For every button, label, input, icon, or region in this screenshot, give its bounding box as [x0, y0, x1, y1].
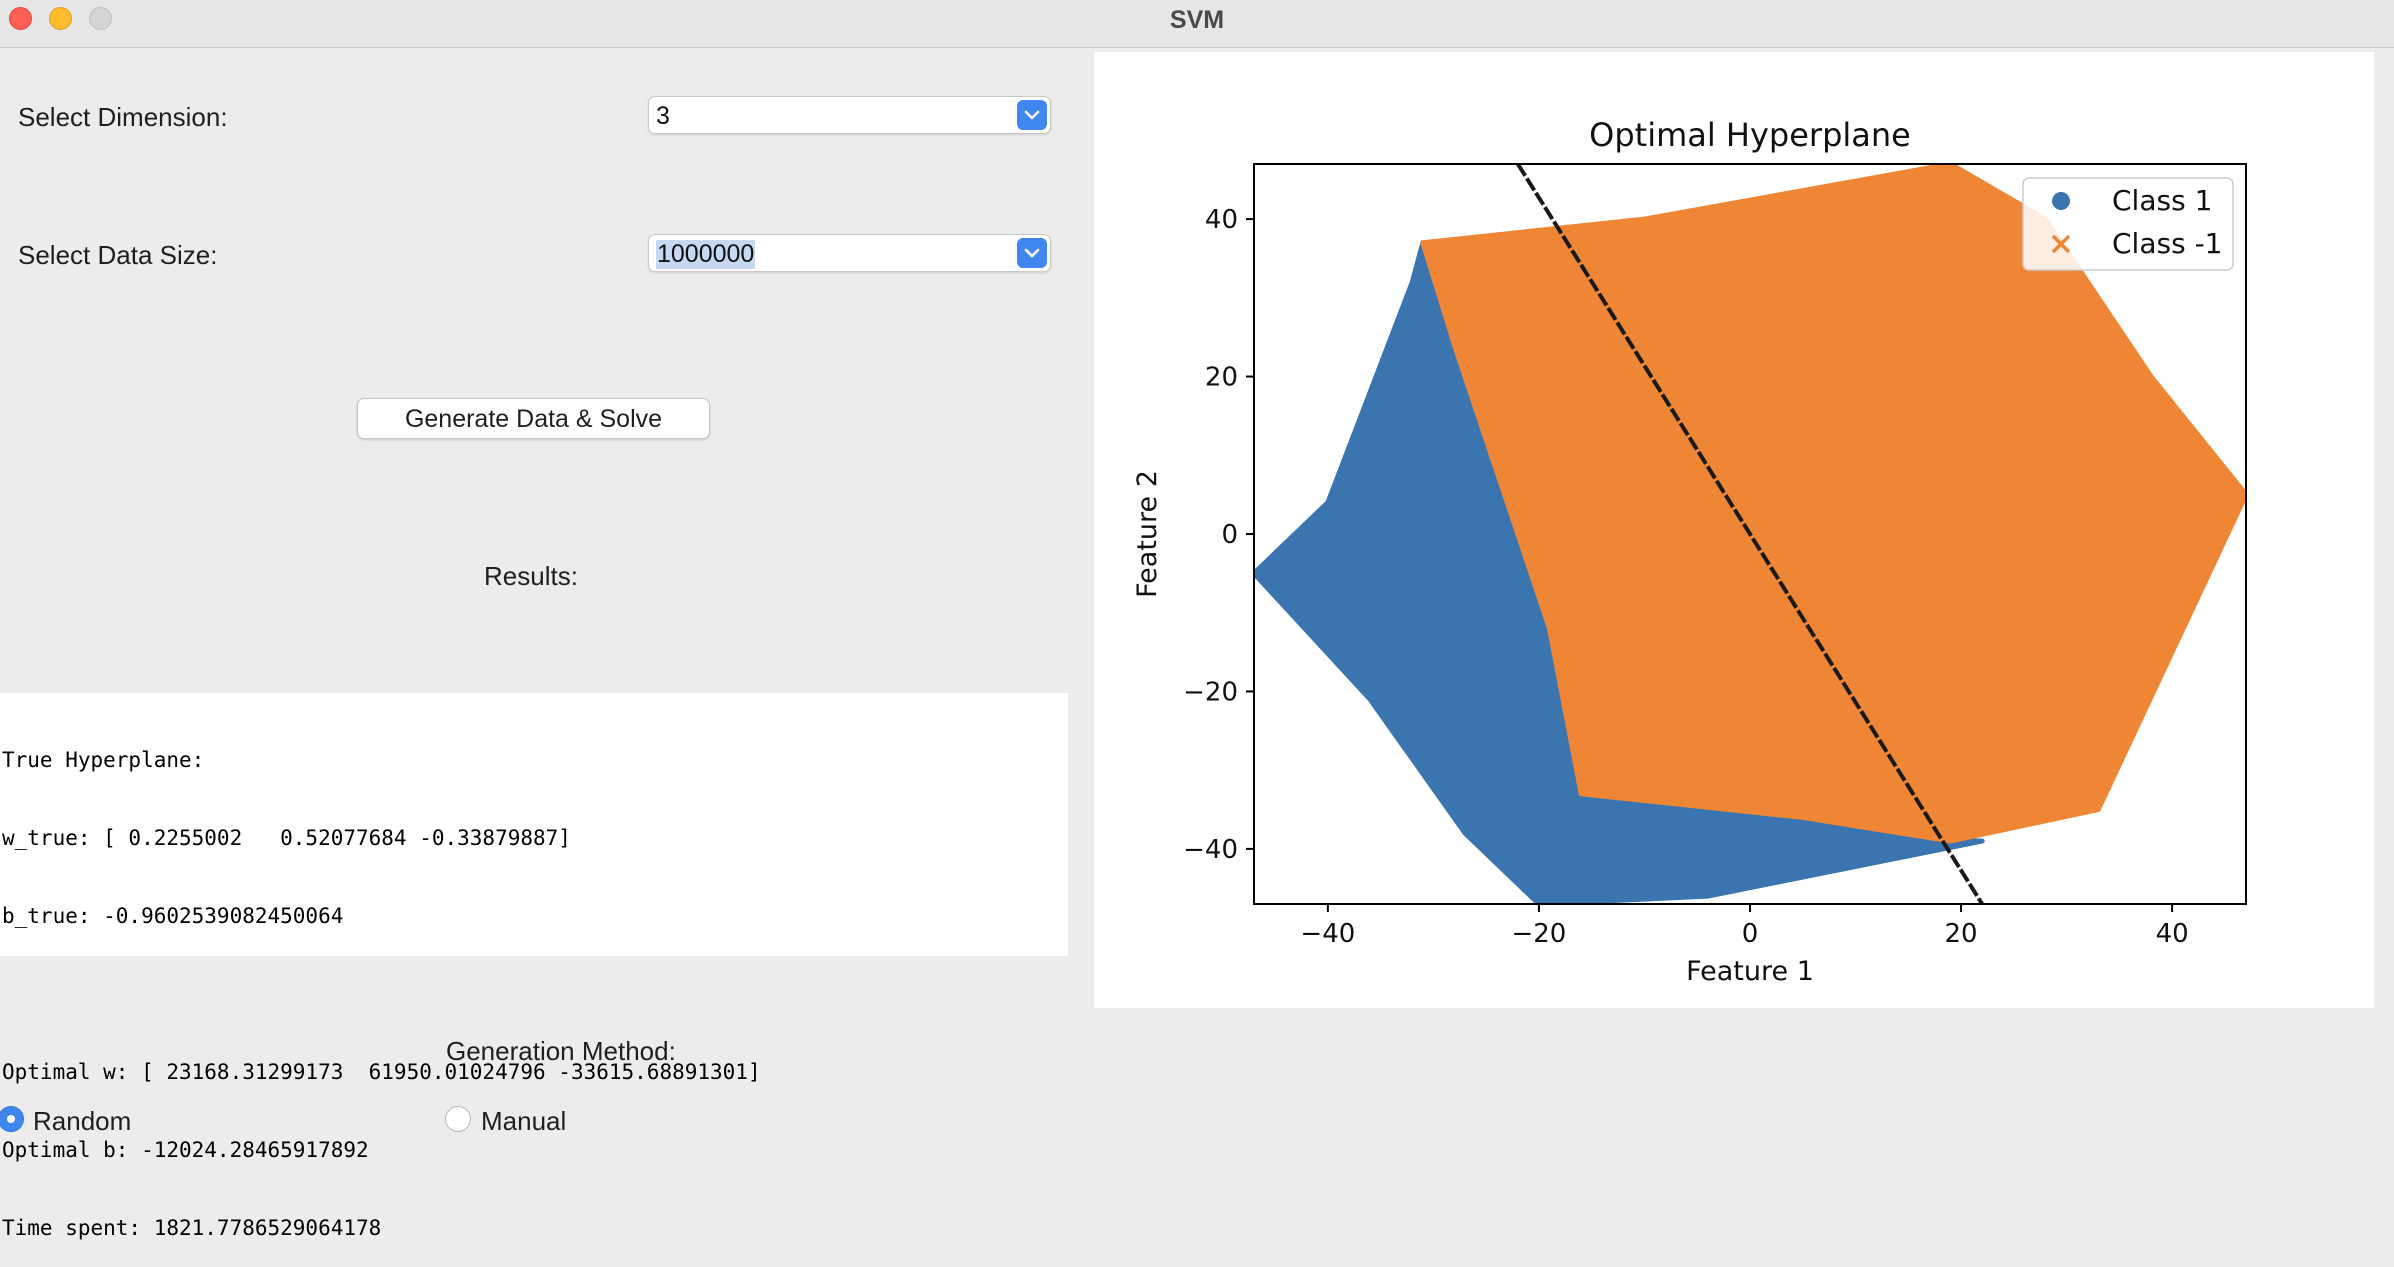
y-tick-label: −20 [1183, 677, 1238, 707]
title-bar: SVM [0, 0, 2394, 48]
y-axis-label: Feature 2 [1132, 470, 1163, 598]
x-tick-label: −20 [1511, 919, 1566, 949]
chart-title: Optimal Hyperplane [1589, 116, 1911, 154]
results-label: Results: [484, 561, 578, 591]
results-line: w_true: [ 0.2255002 0.52077684 -0.338798… [2, 826, 571, 850]
data-size-label: Select Data Size: [18, 240, 218, 270]
dimension-value: 3 [656, 102, 670, 130]
y-tick-label: −40 [1183, 835, 1238, 865]
generate-solve-button[interactable]: Generate Data & Solve [357, 398, 710, 439]
x-tick-label: −40 [1300, 919, 1355, 949]
results-line: Optimal b: -12024.28465917892 [2, 1138, 369, 1162]
legend-marker-class-neg1 [2051, 234, 2071, 254]
x-tick-label: 20 [1945, 919, 1978, 949]
results-line: b_true: -0.9602539082450064 [2, 904, 344, 928]
chevron-down-icon[interactable] [1017, 100, 1047, 130]
window-title: SVM [1169, 6, 1225, 34]
random-radio[interactable] [0, 1106, 24, 1132]
close-window-button[interactable] [9, 7, 32, 30]
data-size-value: 1000000 [656, 240, 756, 269]
legend-box [2022, 177, 2234, 271]
plot-panel: −40 −20 0 20 40 −40 −20 0 20 40 Optimal Hyperplan… [1094, 52, 2374, 1008]
class-neg1-region [1420, 164, 2246, 844]
x-tick-label: 0 [1742, 919, 1759, 949]
dimension-select[interactable]: 3 [648, 96, 1051, 134]
chevron-down-icon[interactable] [1017, 238, 1047, 268]
zoom-window-button[interactable] [89, 7, 112, 30]
results-line [2, 981, 1066, 1007]
legend-entry-class-neg1: Class -1 [2112, 227, 2222, 260]
minimize-window-button[interactable] [49, 7, 72, 30]
x-tick-label: 40 [2156, 919, 2189, 949]
x-axis-label: Feature 1 [1686, 956, 1814, 987]
y-tick-label: 20 [1205, 363, 1238, 393]
manual-radio-label[interactable]: Manual [481, 1106, 567, 1136]
results-line: Time spent: 1821.7786529064178 [2, 1216, 382, 1240]
generation-method-label: Generation Method: [446, 1036, 676, 1066]
y-tick-label: 0 [1221, 520, 1238, 550]
results-text-area[interactable]: True Hyperplane: w_true: [ 0.2255002 0.5… [0, 693, 1068, 1240]
manual-radio[interactable] [445, 1106, 471, 1132]
y-tick-label: 40 [1205, 205, 1238, 235]
dimension-label: Select Dimension: [18, 102, 228, 132]
legend-entry-class-1: Class 1 [2112, 184, 2212, 217]
results-line: Optimal w: [ 23168.31299173 61950.010247… [2, 1060, 761, 1084]
legend-marker-class-1 [2052, 192, 2070, 210]
random-radio-label[interactable]: Random [33, 1106, 132, 1136]
hyperplane-line [1516, 164, 1984, 904]
results-line: True Hyperplane: [2, 748, 205, 772]
hyperplane-chart: −40 −20 0 20 40 −40 −20 0 20 40 Optimal Hyperplan… [1132, 116, 2247, 987]
legend: Class 1 Class -1 [2022, 177, 2234, 271]
data-size-select[interactable]: 1000000 [648, 234, 1051, 272]
